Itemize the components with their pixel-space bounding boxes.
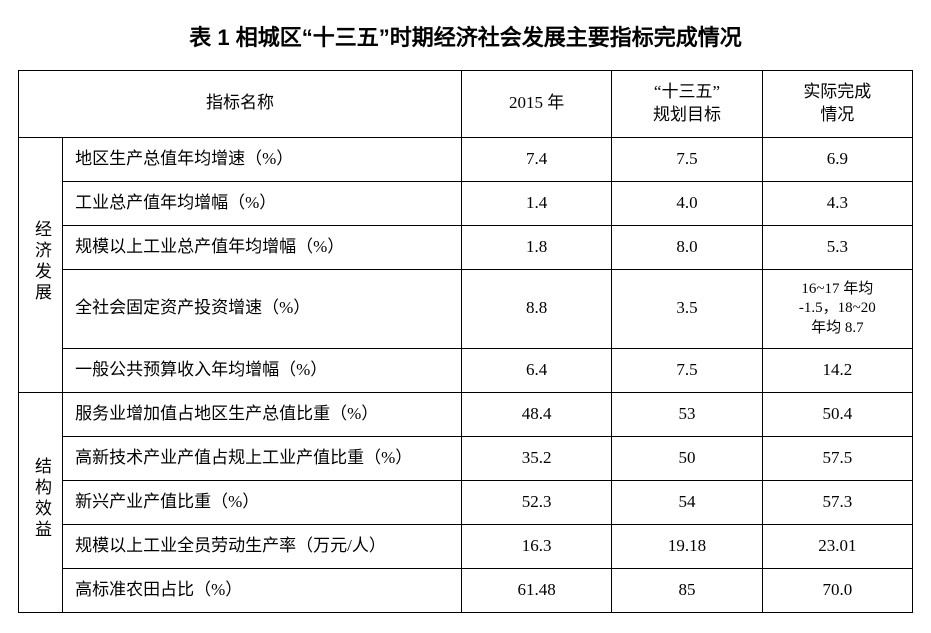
plan-cell: 3.5 [612,269,762,349]
y2015-cell: 48.4 [461,393,611,437]
table-row: 工业总产值年均增幅（%）1.44.04.3 [19,181,913,225]
indicator-cell: 服务业增加值占地区生产总值比重（%） [63,393,462,437]
table-row: 结构效益服务业增加值占地区生产总值比重（%）48.45350.4 [19,393,913,437]
indicator-cell: 地区生产总值年均增速（%） [63,137,462,181]
indicator-cell: 全社会固定资产投资增速（%） [63,269,462,349]
actual-cell: 23.01 [762,524,912,568]
indicator-cell: 高新技术产业产值占规上工业产值比重（%） [63,437,462,481]
plan-cell: 53 [612,393,762,437]
indicator-cell: 一般公共预算收入年均增幅（%） [63,349,462,393]
y2015-cell: 7.4 [461,137,611,181]
plan-cell: 7.5 [612,137,762,181]
indicator-cell: 工业总产值年均增幅（%） [63,181,462,225]
header-indicator: 指标名称 [19,71,462,138]
actual-cell: 50.4 [762,393,912,437]
actual-cell: 4.3 [762,181,912,225]
actual-cell: 14.2 [762,349,912,393]
y2015-cell: 61.48 [461,568,611,612]
table-row: 新兴产业产值比重（%）52.35457.3 [19,481,913,525]
actual-cell: 70.0 [762,568,912,612]
y2015-cell: 1.8 [461,225,611,269]
header-2015: 2015 年 [461,71,611,138]
indicator-cell: 高标准农田占比（%） [63,568,462,612]
indicator-cell: 新兴产业产值比重（%） [63,481,462,525]
y2015-cell: 52.3 [461,481,611,525]
plan-cell: 7.5 [612,349,762,393]
indicator-cell: 规模以上工业全员劳动生产率（万元/人） [63,524,462,568]
header-plan: “十三五”规划目标 [612,71,762,138]
y2015-cell: 35.2 [461,437,611,481]
category-cell: 经济发展 [19,137,63,392]
header-row: 指标名称 2015 年 “十三五”规划目标 实际完成情况 [19,71,913,138]
plan-cell: 54 [612,481,762,525]
plan-cell: 85 [612,568,762,612]
category-cell: 结构效益 [19,393,63,613]
plan-cell: 8.0 [612,225,762,269]
table-row: 高新技术产业产值占规上工业产值比重（%）35.25057.5 [19,437,913,481]
table-row: 经济发展地区生产总值年均增速（%）7.47.56.9 [19,137,913,181]
table-title: 表 1 相城区“十三五”时期经济社会发展主要指标完成情况 [18,20,913,52]
plan-cell: 4.0 [612,181,762,225]
table-row: 规模以上工业全员劳动生产率（万元/人）16.319.1823.01 [19,524,913,568]
header-actual: 实际完成情况 [762,71,912,138]
actual-cell: 57.5 [762,437,912,481]
y2015-cell: 16.3 [461,524,611,568]
plan-cell: 50 [612,437,762,481]
y2015-cell: 6.4 [461,349,611,393]
y2015-cell: 8.8 [461,269,611,349]
actual-cell: 6.9 [762,137,912,181]
indicator-cell: 规模以上工业总产值年均增幅（%） [63,225,462,269]
data-table: 指标名称 2015 年 “十三五”规划目标 实际完成情况 经济发展地区生产总值年… [18,70,913,613]
actual-cell: 57.3 [762,481,912,525]
table-row: 高标准农田占比（%）61.488570.0 [19,568,913,612]
actual-cell: 5.3 [762,225,912,269]
y2015-cell: 1.4 [461,181,611,225]
table-row: 一般公共预算收入年均增幅（%）6.47.514.2 [19,349,913,393]
plan-cell: 19.18 [612,524,762,568]
table-body: 经济发展地区生产总值年均增速（%）7.47.56.9工业总产值年均增幅（%）1.… [19,137,913,612]
actual-cell: 16~17 年均-1.5，18~20年均 8.7 [762,269,912,349]
table-row: 规模以上工业总产值年均增幅（%）1.88.05.3 [19,225,913,269]
table-row: 全社会固定资产投资增速（%）8.83.516~17 年均-1.5，18~20年均… [19,269,913,349]
